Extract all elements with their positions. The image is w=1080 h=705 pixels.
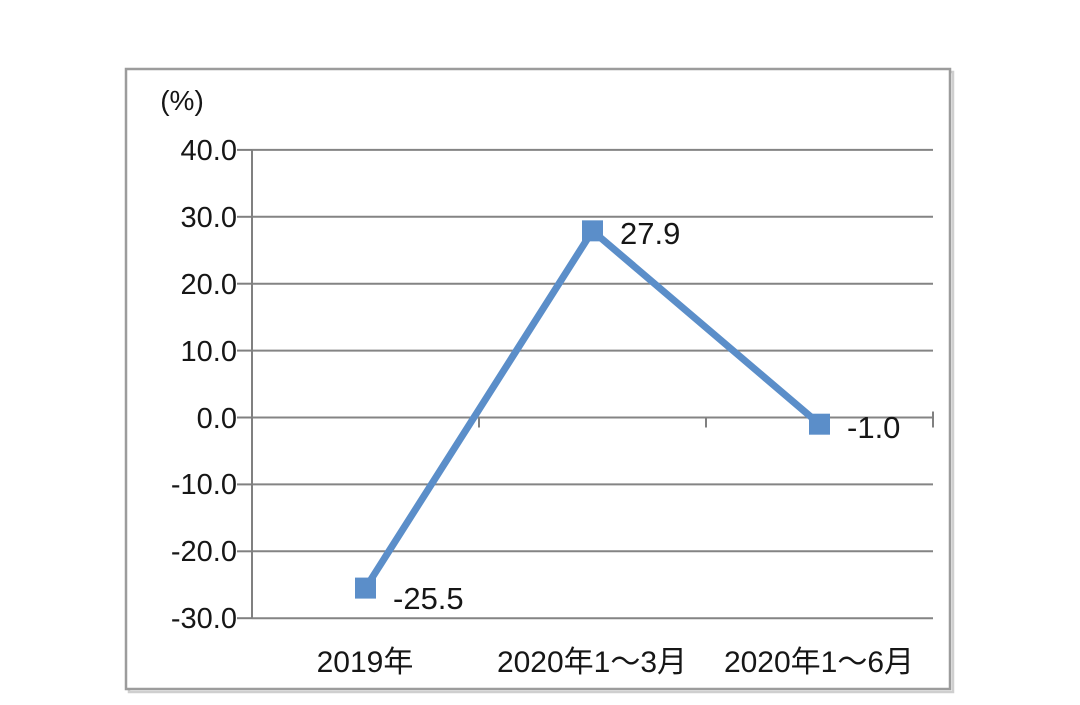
y-tick-label-m30: -30.0 — [171, 603, 237, 635]
x-category-label-2019: 2019年 — [317, 646, 414, 679]
data-label-point-0: -25.5 — [393, 581, 464, 616]
y-tick-label-20: 20.0 — [181, 269, 237, 301]
data-point-marker-0 — [355, 577, 376, 599]
y-tick-label-m10: -10.0 — [171, 469, 237, 501]
y-tick-label-m20: -20.0 — [171, 536, 237, 568]
x-category-label-2020q1: 2020年1～3月 — [497, 646, 687, 679]
chart-geometry — [124, 67, 955, 694]
data-label-point-1: 27.9 — [620, 216, 680, 251]
data-point-marker-1 — [582, 220, 603, 242]
data-point-marker-2 — [809, 413, 830, 435]
y-tick-label-40: 40.0 — [181, 135, 237, 167]
y-tick-label-0: 0.0 — [197, 403, 237, 435]
x-category-label-2020h1: 2020年1～6月 — [724, 646, 914, 679]
chart-frame — [124, 67, 952, 691]
data-label-point-2: -1.0 — [847, 410, 900, 445]
y-axis-unit-label: (%) — [160, 85, 204, 116]
y-tick-label-10: 10.0 — [181, 336, 237, 368]
y-tick-label-30: 30.0 — [181, 202, 237, 234]
